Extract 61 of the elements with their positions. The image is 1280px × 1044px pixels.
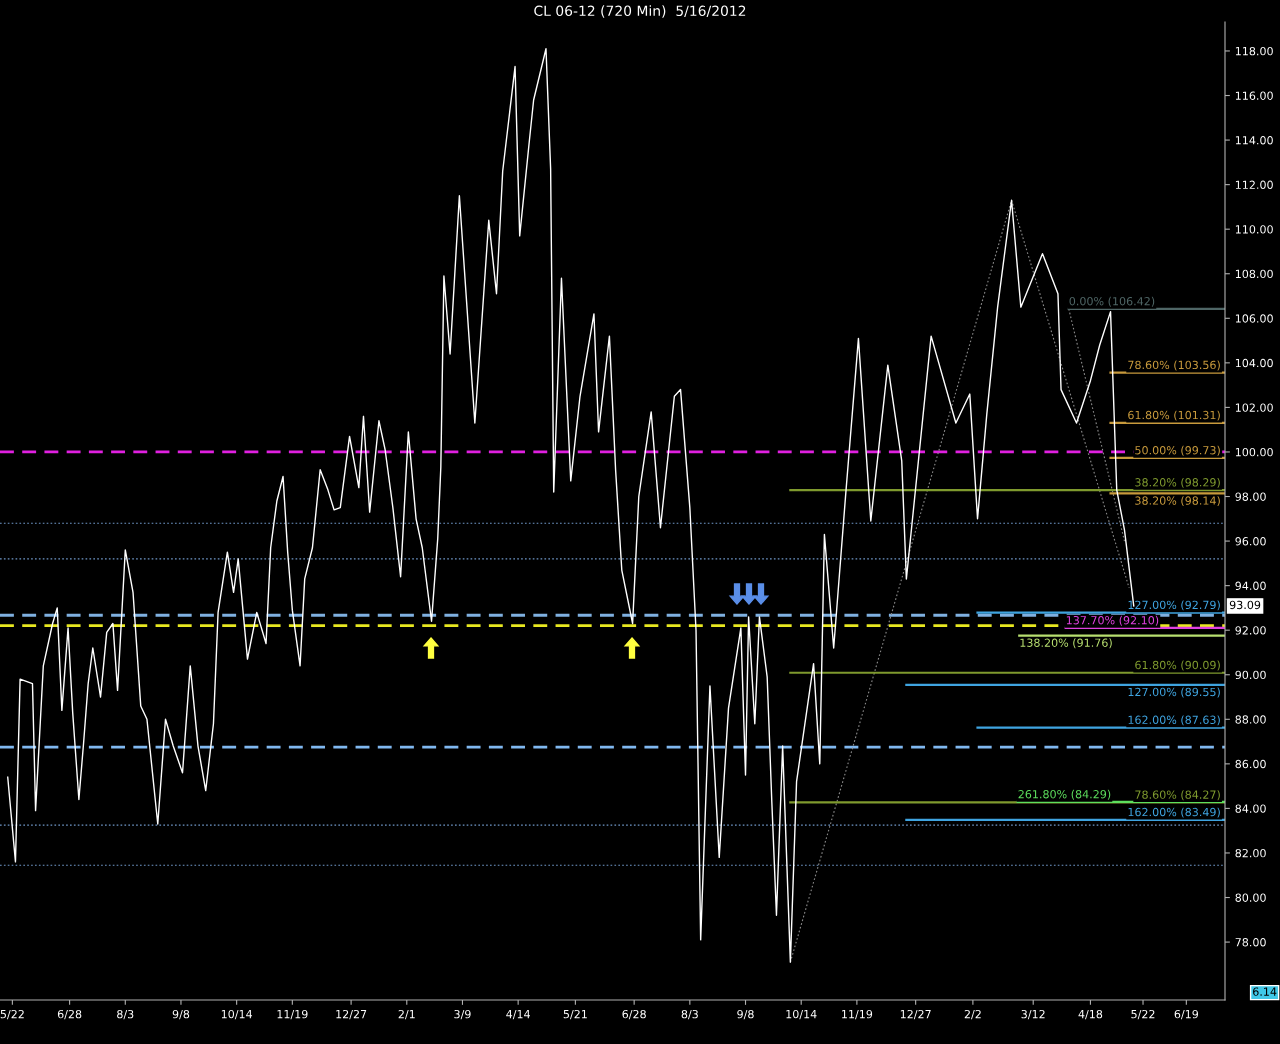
annotation: 127.00% (89.55) xyxy=(1128,687,1220,698)
y-tick-label: 114.00 xyxy=(1235,136,1273,145)
x-tick-label: 4/18 xyxy=(1078,1009,1103,1020)
y-tick-label: 96.00 xyxy=(1235,537,1266,546)
annotation: 61.80% (90.09) xyxy=(1135,660,1220,671)
annotation: 138.20% (91.76) xyxy=(1020,638,1112,649)
y-tick-label: 90.00 xyxy=(1235,670,1266,680)
x-tick-label: 8/3 xyxy=(117,1009,134,1020)
x-tick-label: 9/8 xyxy=(172,1009,190,1020)
text: 6.14 xyxy=(1253,987,1277,996)
y-tick-label: 80.00 xyxy=(1235,893,1266,902)
chart-title: CL 06-12 (720 Min) 5/16/2012 xyxy=(534,5,746,18)
annotation: 50.00% (99.73) xyxy=(1135,445,1220,456)
x-tick-label: 10/14 xyxy=(786,1009,817,1020)
x-tick-label: 12/27 xyxy=(336,1009,367,1020)
annotation: 38.20% (98.29) xyxy=(1135,477,1220,488)
x-tick-label: 3/9 xyxy=(454,1009,471,1020)
annotation: 137.70% (92.10) xyxy=(1066,615,1159,626)
x-tick-label: 12/27 xyxy=(900,1009,931,1020)
y-tick-label: 84.00 xyxy=(1235,804,1266,813)
annotation: 61.80% (101.31) xyxy=(1128,410,1220,421)
annotation: 162.00% (87.63) xyxy=(1128,715,1220,726)
annotation: 38.20% (98.14) xyxy=(1135,496,1220,507)
y-tick-label: 78.00 xyxy=(1235,938,1266,947)
y-tick-label: 110.00 xyxy=(1235,225,1273,234)
x-tick-label: 5/22 xyxy=(0,1009,24,1020)
y-tick-label: 94.00 xyxy=(1235,581,1266,591)
y-tick-label: 98.00 xyxy=(1235,492,1266,501)
y-tick-label: 118.00 xyxy=(1235,46,1273,56)
x-tick-label: 3/12 xyxy=(1021,1009,1045,1020)
x-tick-label: 9/8 xyxy=(737,1009,754,1020)
x-tick-label: 5/21 xyxy=(563,1009,587,1020)
annotation: 127.00% (92.79) xyxy=(1128,600,1220,611)
annotation: 93.09 xyxy=(1229,600,1261,610)
y-tick-label: 112.00 xyxy=(1235,180,1273,190)
y-tick-label: 116.00 xyxy=(1235,91,1273,100)
y-tick-label: 102.00 xyxy=(1235,403,1273,412)
y-tick-label: 104.00 xyxy=(1235,358,1273,368)
y-tick-label: 82.00 xyxy=(1235,848,1266,858)
annotation: 78.60% (84.27) xyxy=(1135,790,1220,801)
x-tick-label: 11/19 xyxy=(277,1009,308,1020)
y-tick-label: 88.00 xyxy=(1235,715,1266,724)
y-tick-label: 108.00 xyxy=(1235,269,1273,279)
annotation: 162.00% (83.49) xyxy=(1128,807,1220,818)
x-tick-label: 2/1 xyxy=(398,1009,415,1020)
x-tick-label: 8/3 xyxy=(681,1009,698,1020)
x-tick-label: 2/2 xyxy=(964,1009,981,1020)
x-tick-label: 4/14 xyxy=(506,1010,530,1020)
annotation: 78.60% (103.56) xyxy=(1128,360,1220,371)
x-tick-label: 10/14 xyxy=(221,1009,253,1020)
x-tick-label: 6/19 xyxy=(1174,1009,1199,1020)
y-tick-label: 106.00 xyxy=(1235,314,1273,323)
y-tick-label: 100.00 xyxy=(1235,447,1273,457)
annotation: 0.00% (106.42) xyxy=(1069,296,1155,307)
x-tick-label: 6/28 xyxy=(57,1009,82,1020)
annotation: 261.80% (84.29) xyxy=(1018,789,1111,800)
x-tick-label: 6/28 xyxy=(622,1009,646,1020)
y-tick-label: 92.00 xyxy=(1235,626,1266,635)
y-tick-label: 86.00 xyxy=(1235,759,1266,769)
x-tick-label: 5/22 xyxy=(1131,1009,1155,1020)
x-tick-label: 11/19 xyxy=(842,1009,873,1020)
